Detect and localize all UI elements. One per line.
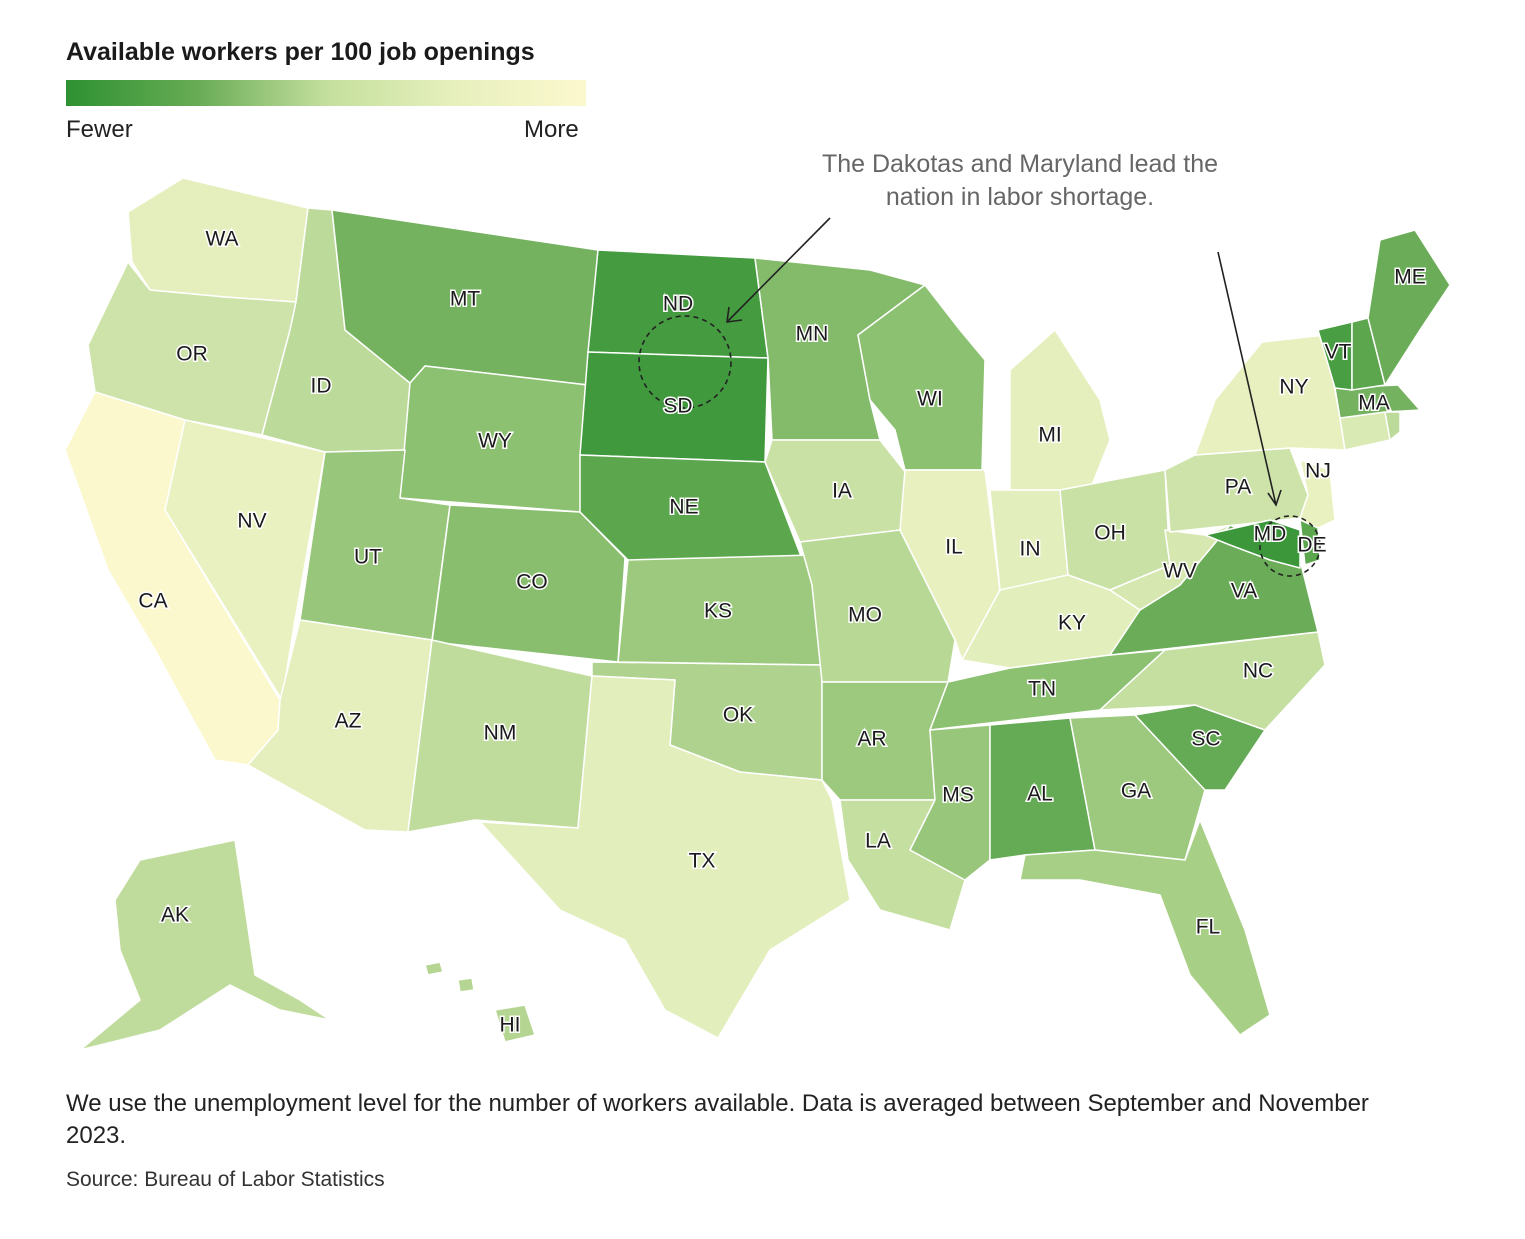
highlight-circle-maryland xyxy=(1259,515,1321,577)
state-label-ny: NY xyxy=(1279,376,1308,399)
state-ak xyxy=(79,839,331,1051)
chart-title: Available workers per 100 job openings xyxy=(66,38,535,66)
state-label-pa: PA xyxy=(1225,476,1251,499)
state-wy xyxy=(399,365,589,513)
state-label-vt: VT xyxy=(1325,341,1352,364)
state-label-sc: SC xyxy=(1191,728,1220,751)
state-label-hi: HI xyxy=(500,1014,521,1037)
source-credit: Source: Bureau of Labor Statistics xyxy=(66,1168,385,1191)
state-label-mo: MO xyxy=(848,604,882,627)
state-label-tn: TN xyxy=(1028,678,1056,701)
state-label-me: ME xyxy=(1394,266,1426,289)
state-label-nm: NM xyxy=(484,722,517,745)
state-label-ok: OK xyxy=(723,704,753,727)
color-legend-bar xyxy=(66,80,586,106)
state-label-nc: NC xyxy=(1243,660,1273,683)
state-me xyxy=(1367,229,1451,386)
state-label-nd: ND xyxy=(663,293,693,316)
map-annotation: The Dakotas and Maryland lead the nation… xyxy=(790,148,1250,214)
state-label-ga: GA xyxy=(1121,780,1151,803)
state-nm xyxy=(407,639,593,833)
annotation-line-2: nation in labor shortage. xyxy=(885,183,1155,211)
state-label-sd: SD xyxy=(663,395,692,418)
state-label-oh: OH xyxy=(1094,522,1126,545)
annotation-arrow-dakotas xyxy=(726,217,831,323)
state-label-fl: FL xyxy=(1196,916,1221,939)
state-label-nv: NV xyxy=(237,510,266,533)
state-md xyxy=(1204,519,1301,569)
legend-high-label: More xyxy=(524,116,579,143)
state-label-ak: AK xyxy=(161,904,189,927)
state-label-ms: MS xyxy=(942,784,974,807)
state-label-ca: CA xyxy=(138,590,167,613)
state-label-ks: KS xyxy=(704,600,732,623)
annotation-line-1: The Dakotas and Maryland lead the xyxy=(821,150,1219,178)
arrowhead-dakotas xyxy=(726,306,743,323)
state-label-nj: NJ xyxy=(1305,460,1331,483)
state-label-md: MD xyxy=(1254,523,1287,546)
state-label-ne: NE xyxy=(669,496,698,519)
state-mi xyxy=(1009,329,1111,491)
state-wv xyxy=(1109,524,1231,611)
state-label-or: OR xyxy=(176,343,208,366)
state-nv xyxy=(164,419,326,701)
state-label-ma: MA xyxy=(1358,392,1390,415)
state-shapes xyxy=(64,177,1451,1051)
state-label-mi: MI xyxy=(1038,424,1061,447)
state-label-az: AZ xyxy=(335,710,362,733)
state-label-in: IN xyxy=(1020,538,1041,561)
state-ma xyxy=(1334,384,1421,419)
state-label-il: IL xyxy=(945,536,963,559)
state-label-ut: UT xyxy=(354,546,382,569)
state-label-wi: WI xyxy=(917,388,943,411)
annotation-callouts xyxy=(638,217,1321,577)
state-label-tx: TX xyxy=(689,850,716,873)
state-label-de: DE xyxy=(1297,534,1326,557)
legend-low-label: Fewer xyxy=(66,116,133,143)
state-label-al: AL xyxy=(1027,783,1053,806)
state-label-co: CO xyxy=(516,571,548,594)
state-sc xyxy=(1134,704,1266,791)
state-fl xyxy=(1019,819,1271,1036)
highlight-circle-dakotas xyxy=(638,315,732,409)
state-label-mn: MN xyxy=(796,323,829,346)
state-ga xyxy=(1069,714,1206,861)
state-hi xyxy=(424,961,536,1043)
state-ny xyxy=(1194,334,1346,456)
state-label-wa: WA xyxy=(205,228,238,251)
state-label-ky: KY xyxy=(1058,612,1086,635)
methodology-note: We use the unemployment level for the nu… xyxy=(66,1090,1369,1149)
state-label-va: VA xyxy=(1231,580,1257,603)
state-label-la: LA xyxy=(865,830,891,853)
annotation-arrow-maryland xyxy=(1217,251,1277,506)
state-label-ar: AR xyxy=(857,728,886,751)
state-tx xyxy=(479,675,851,1039)
state-label-wy: WY xyxy=(478,430,512,453)
state-co xyxy=(431,504,626,663)
state-labels: WA OR CA NV ID MT WY UT CO AZ NM ND SD NE KS OK TX MN IA MO… xyxy=(137,226,1427,1038)
arrowhead-maryland xyxy=(1267,489,1282,507)
state-label-id: ID xyxy=(311,375,332,398)
state-label-mt: MT xyxy=(450,288,480,311)
state-label-ia: IA xyxy=(832,480,852,503)
state-label-wv: WV xyxy=(1163,560,1197,583)
